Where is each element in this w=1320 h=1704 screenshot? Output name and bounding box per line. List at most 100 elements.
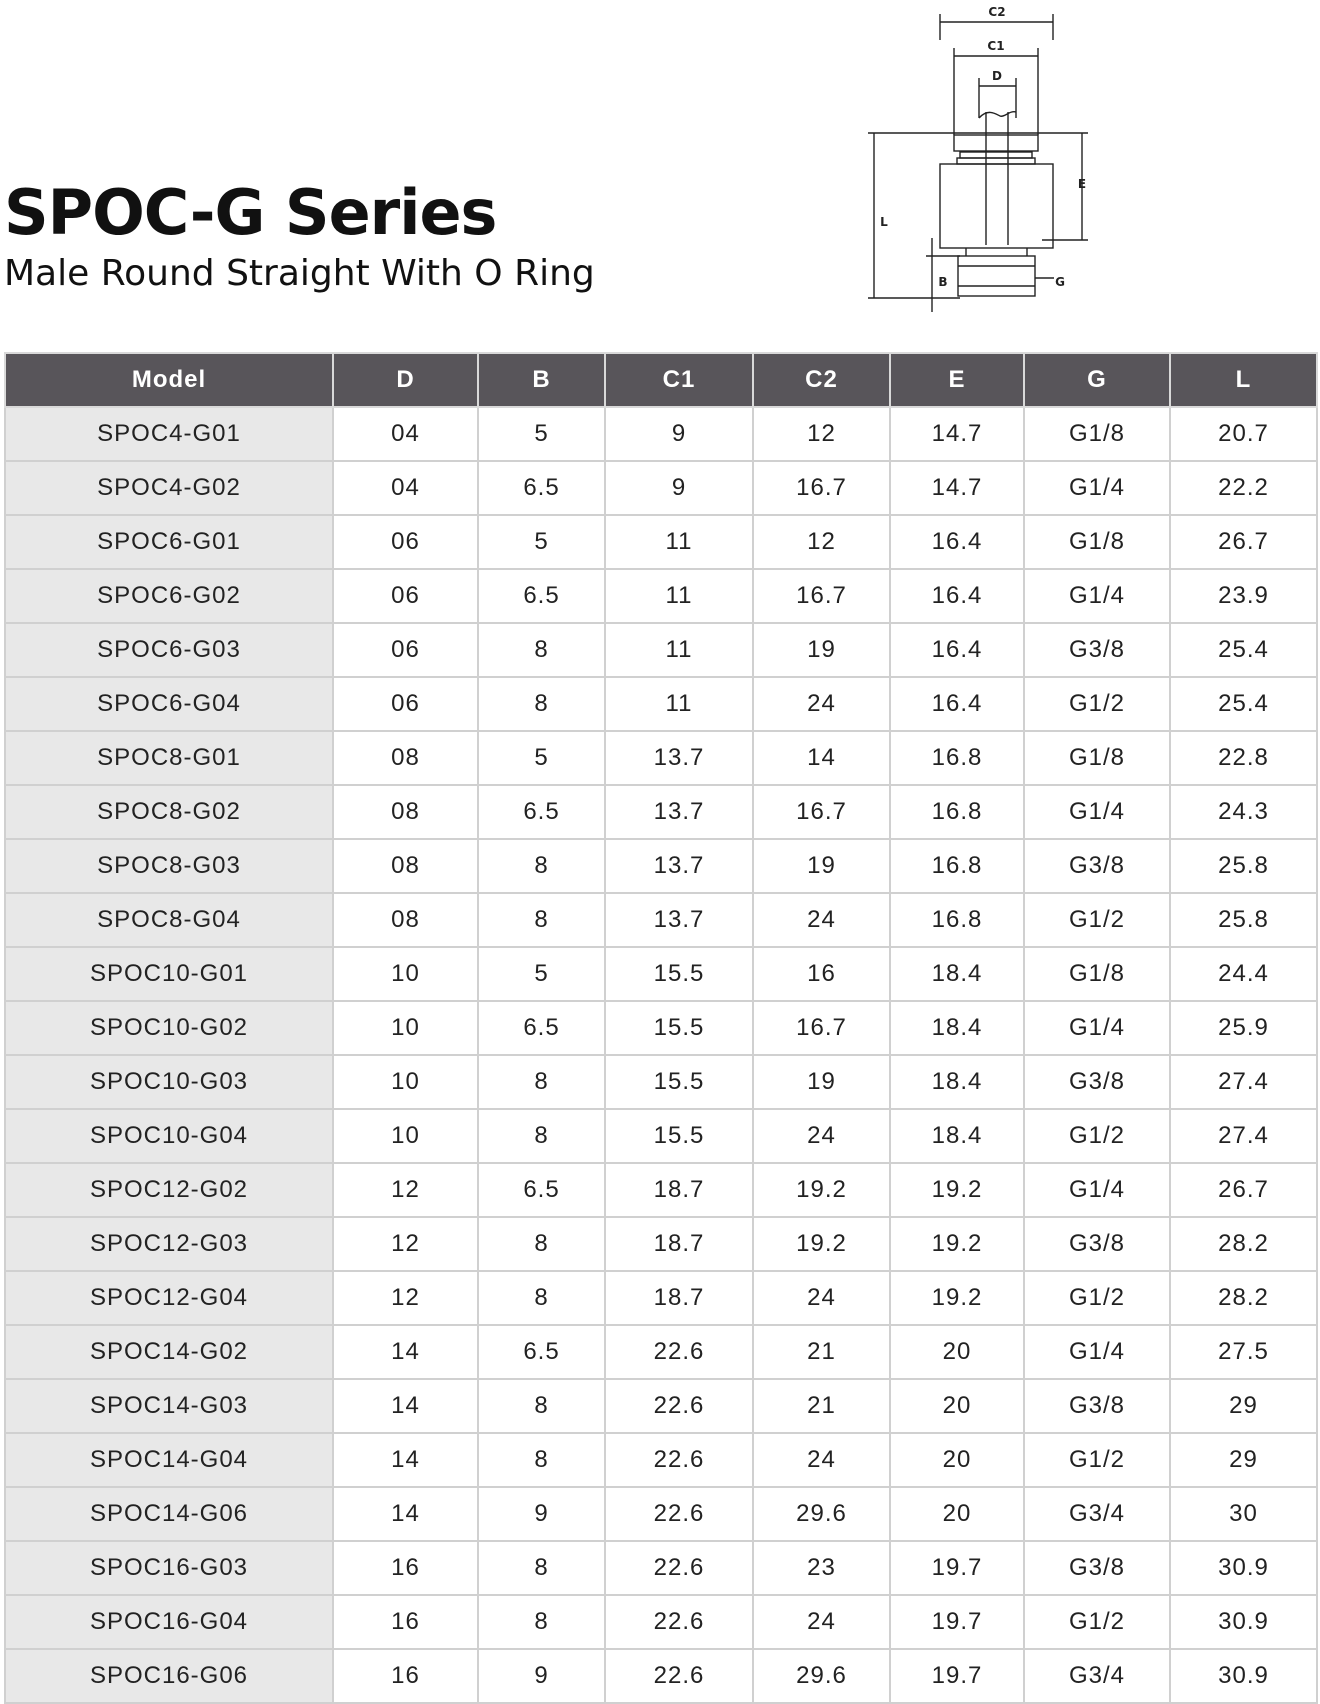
cell-model: SPOC14-G03 — [4, 1378, 334, 1434]
cell-c1: 13.7 — [604, 892, 754, 948]
cell-l: 26.7 — [1169, 1162, 1318, 1218]
cell-g: G3/8 — [1023, 622, 1171, 678]
table-row: SPOC10-G03 10 8 15.5 19 18.4 G3/8 27.4 — [4, 1054, 1318, 1110]
column-header-g: G — [1023, 352, 1171, 408]
cell-c1: 11 — [604, 676, 754, 732]
table-row: SPOC8-G04 08 8 13.7 24 16.8 G1/2 25.8 — [4, 892, 1318, 948]
cell-c2: 19.2 — [752, 1162, 891, 1218]
cell-d: 06 — [332, 622, 479, 678]
cell-b: 9 — [477, 1486, 606, 1542]
cell-c2: 19.2 — [752, 1216, 891, 1272]
cell-c1: 22.6 — [604, 1486, 754, 1542]
cell-c2: 24 — [752, 892, 891, 948]
cell-d: 06 — [332, 568, 479, 624]
table-row: SPOC16-G06 16 9 22.6 29.6 19.7 G3/4 30.9 — [4, 1648, 1318, 1704]
cell-d: 10 — [332, 946, 479, 1002]
cell-b: 8 — [477, 676, 606, 732]
cell-g: G1/2 — [1023, 892, 1171, 948]
table-row: SPOC6-G03 06 8 11 19 16.4 G3/8 25.4 — [4, 622, 1318, 678]
cell-d: 10 — [332, 1000, 479, 1056]
cell-e: 16.8 — [889, 838, 1025, 894]
cell-b: 6.5 — [477, 1324, 606, 1380]
table-row: SPOC8-G01 08 5 13.7 14 16.8 G1/8 22.8 — [4, 730, 1318, 786]
cell-d: 10 — [332, 1108, 479, 1164]
cell-d: 06 — [332, 514, 479, 570]
cell-g: G1/4 — [1023, 784, 1171, 840]
cell-b: 6.5 — [477, 1000, 606, 1056]
cell-e: 16.8 — [889, 730, 1025, 786]
cell-c1: 11 — [604, 514, 754, 570]
cell-c2: 29.6 — [752, 1486, 891, 1542]
cell-l: 25.8 — [1169, 838, 1318, 894]
cell-b: 5 — [477, 730, 606, 786]
cell-c2: 21 — [752, 1378, 891, 1434]
cell-e: 19.7 — [889, 1594, 1025, 1650]
cell-b: 8 — [477, 1054, 606, 1110]
cell-g: G1/8 — [1023, 514, 1171, 570]
cell-c1: 11 — [604, 622, 754, 678]
cell-e: 14.7 — [889, 406, 1025, 462]
table-row: SPOC10-G01 10 5 15.5 16 18.4 G1/8 24.4 — [4, 946, 1318, 1002]
cell-c2: 16.7 — [752, 568, 891, 624]
cell-d: 14 — [332, 1432, 479, 1488]
cell-l: 29 — [1169, 1378, 1318, 1434]
spec-table: Model D B C1 C2 E G L SPOC4-G01 04 5 9 12 14.… — [4, 352, 1318, 1704]
page-subtitle: Male Round Straight With O Ring — [4, 253, 595, 294]
cell-c2: 14 — [752, 730, 891, 786]
cell-c2: 24 — [752, 1108, 891, 1164]
cell-l: 25.8 — [1169, 892, 1318, 948]
table-row: SPOC16-G04 16 8 22.6 24 19.7 G1/2 30.9 — [4, 1594, 1318, 1650]
cell-d: 12 — [332, 1216, 479, 1272]
cell-e: 18.4 — [889, 1054, 1025, 1110]
cell-b: 8 — [477, 1108, 606, 1164]
cell-g: G3/4 — [1023, 1486, 1171, 1542]
cell-d: 06 — [332, 676, 479, 732]
cell-c2: 16.7 — [752, 784, 891, 840]
c1-label: C1 — [987, 39, 1004, 53]
cell-g: G3/8 — [1023, 838, 1171, 894]
cell-c2: 29.6 — [752, 1648, 891, 1704]
table-row: SPOC10-G02 10 6.5 15.5 16.7 18.4 G1/4 25.9 — [4, 1000, 1318, 1056]
cell-l: 26.7 — [1169, 514, 1318, 570]
column-header-l: L — [1169, 352, 1318, 408]
cell-model: SPOC12-G03 — [4, 1216, 334, 1272]
cell-b: 5 — [477, 514, 606, 570]
cell-l: 29 — [1169, 1432, 1318, 1488]
cell-model: SPOC14-G02 — [4, 1324, 334, 1380]
cell-l: 27.4 — [1169, 1108, 1318, 1164]
table-row: SPOC8-G02 08 6.5 13.7 16.7 16.8 G1/4 24.3 — [4, 784, 1318, 840]
cell-model: SPOC14-G04 — [4, 1432, 334, 1488]
table-row: SPOC14-G03 14 8 22.6 21 20 G3/8 29 — [4, 1378, 1318, 1434]
column-header-d: D — [332, 352, 479, 408]
cell-d: 14 — [332, 1324, 479, 1380]
cell-d: 08 — [332, 838, 479, 894]
cell-g: G1/8 — [1023, 406, 1171, 462]
collet-ring — [953, 134, 1039, 152]
cell-model: SPOC16-G04 — [4, 1594, 334, 1650]
cell-model: SPOC8-G03 — [4, 838, 334, 894]
cell-e: 19.7 — [889, 1540, 1025, 1596]
cell-l: 27.4 — [1169, 1054, 1318, 1110]
c2-label: C2 — [988, 5, 1005, 19]
tube-break — [978, 110, 1017, 119]
cell-c1: 22.6 — [604, 1378, 754, 1434]
cell-b: 6.5 — [477, 784, 606, 840]
cell-b: 8 — [477, 892, 606, 948]
table-row: SPOC12-G04 12 8 18.7 24 19.2 G1/2 28.2 — [4, 1270, 1318, 1326]
g-label: G — [1055, 275, 1065, 289]
cell-c1: 18.7 — [604, 1216, 754, 1272]
cell-b: 5 — [477, 946, 606, 1002]
cell-g: G1/2 — [1023, 676, 1171, 732]
cell-c1: 15.5 — [604, 1054, 754, 1110]
cell-d: 16 — [332, 1648, 479, 1704]
cell-e: 16.4 — [889, 676, 1025, 732]
cell-l: 22.2 — [1169, 460, 1318, 516]
cell-g: G3/8 — [1023, 1216, 1171, 1272]
cell-l: 24.4 — [1169, 946, 1318, 1002]
fitting-body — [939, 163, 1054, 249]
cell-g: G3/8 — [1023, 1378, 1171, 1434]
cell-g: G1/2 — [1023, 1270, 1171, 1326]
cell-e: 18.4 — [889, 1108, 1025, 1164]
cell-l: 22.8 — [1169, 730, 1318, 786]
cell-model: SPOC6-G04 — [4, 676, 334, 732]
